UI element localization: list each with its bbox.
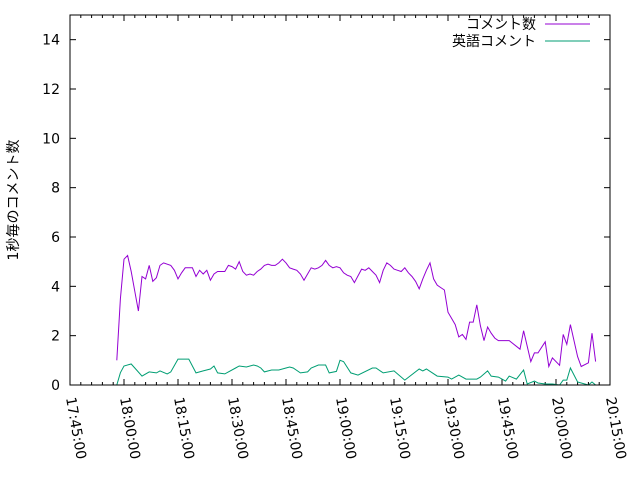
legend-label: 英語コメント (452, 33, 536, 50)
x-tick-label: 20:00:00 (548, 396, 575, 461)
y-tick-label: 12 (42, 82, 60, 98)
x-tick-label: 18:45:00 (278, 396, 305, 461)
x-tick-label: 18:15:00 (170, 396, 197, 461)
y-tick-label: 14 (42, 33, 60, 49)
y-tick-label: 0 (51, 378, 60, 394)
x-tick-label: 17:45:00 (62, 396, 89, 461)
x-tick-label: 19:00:00 (332, 396, 359, 461)
legend-label: コメント数 (466, 17, 536, 33)
x-tick-label: 20:15:00 (602, 396, 629, 461)
y-tick-label: 2 (51, 329, 60, 345)
axes: 0 2 4 6 8 10 12 14 17:45:00 18:00:00 18:15:00 18:30… (42, 15, 629, 461)
series-group (116, 254, 597, 386)
x-tick-label: 19:15:00 (386, 396, 413, 461)
y-axis-label: 1秒毎のコメント数 (6, 140, 22, 261)
series-line-1 (116, 358, 596, 386)
plot-border (69, 14, 611, 386)
x-tick-label: 18:00:00 (116, 396, 143, 461)
x-tick-label: 18:30:00 (224, 396, 251, 461)
y-tick-label: 4 (51, 279, 60, 295)
x-tick-label: 19:45:00 (494, 396, 521, 461)
y-tick-label: 6 (51, 230, 60, 246)
y-tick-label: 8 (51, 181, 60, 197)
x-tick-label: 19:30:00 (440, 396, 467, 461)
y-tick-label: 10 (42, 131, 60, 147)
series-line-0 (116, 254, 597, 369)
